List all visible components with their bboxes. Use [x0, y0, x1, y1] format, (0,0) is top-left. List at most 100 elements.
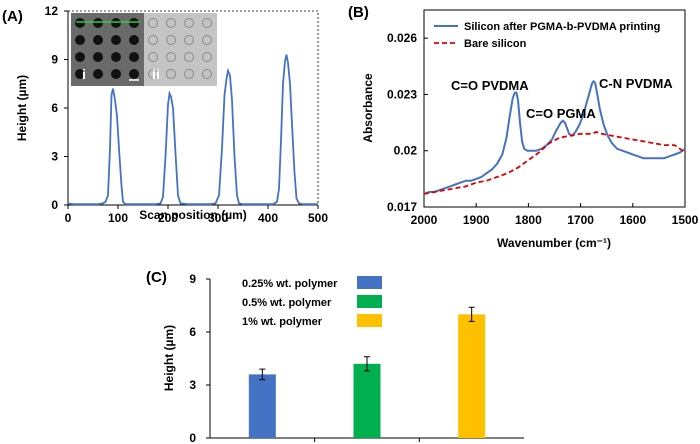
y-tick-label: 9 — [189, 272, 196, 286]
y-tick-label: 0.023 — [387, 87, 417, 101]
y-tick-label: 6 — [189, 325, 196, 339]
y-tick-label: 3 — [51, 150, 58, 164]
panel-b-y-ticks: 0.017 0.02 0.023 0.026 — [387, 31, 428, 214]
x-tick-label: 0 — [65, 211, 72, 225]
microring — [202, 69, 212, 79]
panel-b-legend: Silicon after PGMA-b-PVDMA printing Bare… — [434, 21, 660, 50]
x-tick-label: 1900 — [463, 213, 490, 227]
panel-a: (A) i ii 0 100 200 300 400 500 0 3 6 9 12 Scan po… — [2, 4, 328, 225]
y-tick-label: 3 — [189, 378, 196, 392]
inset-label-i: i — [82, 66, 86, 82]
microdot — [129, 18, 139, 28]
panel-b-x-ticks: 2000 1900 1800 1700 1600 1500 — [411, 203, 699, 227]
panel-c-bars — [248, 306, 486, 442]
microring — [166, 52, 176, 62]
microring — [148, 18, 158, 28]
height-profile-line — [67, 54, 318, 206]
panel-a-x-axis-label: Scan position (µm) — [139, 208, 247, 222]
panel-c-label: (C) — [146, 269, 167, 286]
panel-a-y-ticks: 0 3 6 9 12 — [45, 4, 68, 212]
microdot — [111, 52, 121, 62]
panel-b-label: (B) — [348, 4, 369, 21]
microring — [202, 35, 212, 45]
microdot — [111, 18, 121, 28]
panel-b-x-axis-label: Wavenumber (cm⁻¹) — [497, 236, 611, 250]
legend-swatch — [357, 295, 382, 308]
microdot — [129, 69, 139, 79]
panel-a-x-ticks: 0 100 200 300 400 500 — [65, 205, 328, 225]
x-tick-label: 100 — [108, 211, 128, 225]
microdot — [129, 52, 139, 62]
micrograph-ii — [144, 13, 217, 86]
x-tick-label: 400 — [258, 211, 278, 225]
panel-b: (B) 2000 1900 1800 1700 1600 1500 0.0170.020.… — [348, 4, 699, 250]
annotation-co-pgma: C=O PGMA — [526, 106, 596, 121]
x-tick-label: 1800 — [515, 213, 542, 227]
microdot — [75, 18, 85, 28]
micrograph-i-dots — [75, 18, 139, 79]
y-tick-label: 6 — [51, 101, 58, 115]
y-tick-label: 9 — [51, 53, 58, 67]
microdot — [93, 18, 103, 28]
panel-a-y-axis-label: Height (µm) — [15, 75, 29, 141]
microring — [202, 52, 212, 62]
bar — [248, 374, 276, 438]
legend-label-bare-silicon: Bare silicon — [464, 38, 527, 50]
microring — [166, 35, 176, 45]
panel-c-y-ticks: 0 3 6 9 — [189, 272, 210, 444]
series-printed-silicon-line — [423, 79, 686, 195]
panel-b-plot-frame — [423, 9, 686, 208]
panel-a-label: (A) — [2, 8, 23, 25]
panel-c-legend: 0.25% wt. polymer 0.5% wt. polymer 1% wt. … — [242, 276, 382, 328]
x-tick-label: 500 — [308, 211, 328, 225]
microring — [148, 69, 158, 79]
inset-label-ii: ii — [152, 66, 160, 82]
microring — [148, 52, 158, 62]
microring — [184, 52, 194, 62]
panel-c: (C) 0 3 6 9 0.25% wt. polymer 0.5% wt. polym… — [146, 269, 524, 444]
microdot — [75, 52, 85, 62]
microdot — [75, 69, 85, 79]
microring — [184, 69, 194, 79]
microdot — [75, 35, 85, 45]
microdot — [111, 69, 121, 79]
microdot — [129, 35, 139, 45]
panel-b-y-axis-label: Absorbance — [361, 73, 375, 143]
bar — [353, 363, 381, 438]
microring — [148, 35, 158, 45]
bar — [458, 314, 486, 438]
y-tick-label: 0 — [51, 198, 58, 212]
x-tick-label: 2000 — [411, 213, 438, 227]
microdot — [111, 35, 121, 45]
microring — [184, 35, 194, 45]
legend-label: 1% wt. polymer — [242, 316, 323, 328]
series-bare-silicon-line — [423, 131, 686, 195]
microring — [184, 18, 194, 28]
annotation-co-pvdma: C=O PVDMA — [451, 78, 529, 93]
panel-c-y-axis-label: Height (µm) — [162, 325, 176, 391]
micrograph-ii-dots — [148, 18, 212, 79]
microdot — [93, 35, 103, 45]
x-tick-label: 1700 — [567, 213, 594, 227]
y-tick-label: 0.02 — [394, 144, 418, 158]
microring — [166, 69, 176, 79]
microring — [202, 18, 212, 28]
y-tick-label: 12 — [45, 4, 59, 18]
microdot — [93, 52, 103, 62]
annotation-cn-pvdma: C-N PVDMA — [599, 76, 673, 91]
legend-swatch — [357, 314, 382, 327]
x-tick-label: 200 — [158, 211, 178, 225]
y-tick-label: 0 — [189, 431, 196, 444]
legend-label: 0.25% wt. polymer — [242, 278, 338, 290]
legend-swatch — [357, 276, 382, 289]
y-tick-label: 0.026 — [387, 31, 417, 45]
legend-label-printed-silicon: Silicon after PGMA-b-PVDMA printing — [464, 21, 660, 33]
legend-label: 0.5% wt. polymer — [242, 297, 332, 309]
microring — [166, 18, 176, 28]
x-tick-label: 1600 — [619, 213, 646, 227]
microdot — [93, 69, 103, 79]
micrograph-inset: i ii — [71, 13, 217, 86]
x-tick-label: 300 — [208, 211, 228, 225]
x-tick-label: 1500 — [672, 213, 699, 227]
